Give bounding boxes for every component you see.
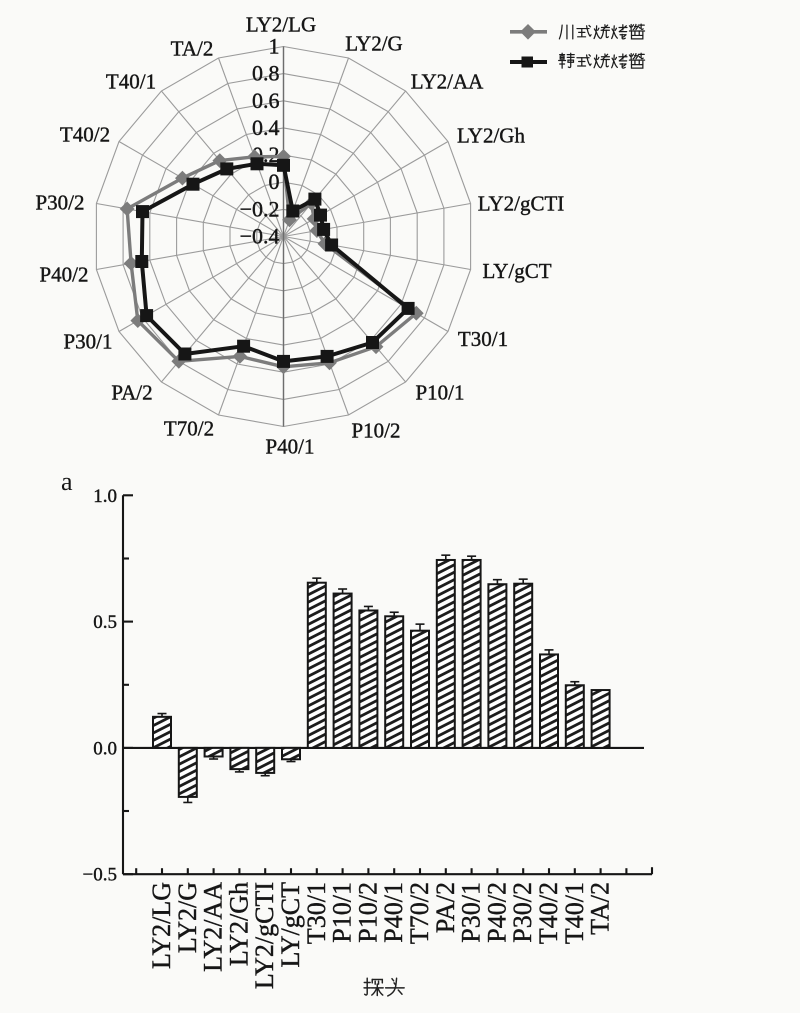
svg-text:T70/2: T70/2 (164, 417, 214, 441)
svg-text:PA/2: PA/2 (111, 381, 152, 405)
svg-text:T40/2: T40/2 (60, 123, 110, 147)
svg-text:LY2/G: LY2/G (173, 882, 202, 953)
svg-text:0.4: 0.4 (252, 115, 280, 140)
svg-text:LY2/gCTI: LY2/gCTI (250, 882, 279, 989)
svg-text:P30/2: P30/2 (508, 882, 537, 943)
svg-text:T30/1: T30/1 (302, 882, 331, 944)
svg-text:LY2/LG: LY2/LG (246, 13, 316, 37)
svg-text:P40/2: P40/2 (39, 263, 88, 287)
svg-text:LY2/LG: LY2/LG (147, 882, 176, 969)
svg-text:−0.4: −0.4 (240, 224, 280, 249)
svg-text:P30/1: P30/1 (63, 330, 112, 354)
svg-text:P10/1: P10/1 (415, 381, 464, 405)
svg-text:LY2/Gh: LY2/Gh (224, 882, 253, 966)
svg-text:0.5: 0.5 (93, 612, 117, 633)
svg-text:P40/1: P40/1 (379, 882, 408, 943)
svg-text:P30/1: P30/1 (457, 882, 486, 943)
svg-text:1: 1 (269, 34, 280, 59)
svg-text:0.8: 0.8 (252, 61, 280, 86)
svg-text:TA/2: TA/2 (586, 882, 615, 935)
svg-text:LY2/Gh: LY2/Gh (457, 124, 525, 148)
svg-text:1.0: 1.0 (93, 486, 117, 507)
svg-text:T40/2: T40/2 (534, 882, 563, 944)
svg-text:T40/1: T40/1 (106, 70, 156, 94)
svg-text:T70/2: T70/2 (405, 882, 434, 944)
svg-text:0.6: 0.6 (252, 88, 280, 113)
svg-text:P10/1: P10/1 (328, 882, 357, 943)
svg-text:P30/2: P30/2 (35, 191, 84, 215)
svg-text:−0.5: −0.5 (83, 865, 117, 886)
svg-text:TA/2: TA/2 (171, 37, 214, 61)
svg-text:LY2/gCTI: LY2/gCTI (478, 192, 565, 216)
svg-text:T30/1: T30/1 (458, 327, 508, 351)
svg-text:a: a (61, 467, 73, 496)
svg-text:P10/2: P10/2 (351, 419, 400, 443)
svg-text:LY/gCT: LY/gCT (482, 259, 551, 283)
svg-text:LY2/AA: LY2/AA (199, 882, 228, 972)
svg-text:P10/2: P10/2 (353, 882, 382, 943)
svg-text:LY/gCT: LY/gCT (276, 882, 305, 968)
svg-text:LY2/AA: LY2/AA (411, 70, 484, 94)
svg-text:0: 0 (269, 169, 280, 194)
svg-text:0.0: 0.0 (93, 738, 117, 759)
svg-text:P40/1: P40/1 (265, 435, 314, 459)
svg-text:PA/2: PA/2 (431, 882, 460, 933)
svg-text:P40/2: P40/2 (482, 882, 511, 943)
svg-text:−0.2: −0.2 (240, 196, 280, 221)
svg-text:LY2/G: LY2/G (345, 32, 402, 56)
svg-text:T40/1: T40/1 (560, 882, 589, 944)
